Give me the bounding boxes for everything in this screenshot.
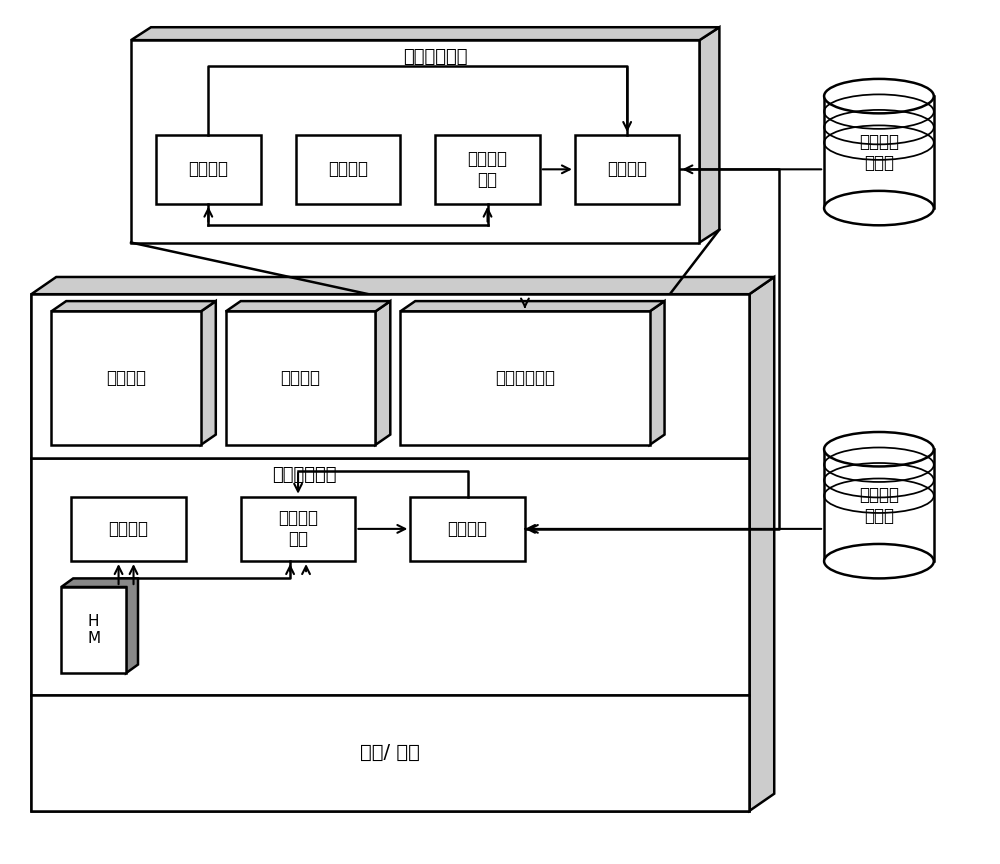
Polygon shape	[131, 28, 719, 40]
Polygon shape	[226, 301, 390, 311]
FancyBboxPatch shape	[435, 135, 540, 204]
FancyBboxPatch shape	[296, 135, 400, 204]
Text: 重构执行: 重构执行	[607, 161, 647, 178]
FancyBboxPatch shape	[31, 695, 749, 811]
FancyBboxPatch shape	[31, 458, 749, 695]
FancyBboxPatch shape	[31, 295, 749, 458]
FancyBboxPatch shape	[131, 40, 699, 243]
FancyBboxPatch shape	[400, 311, 650, 445]
Polygon shape	[400, 301, 665, 311]
FancyBboxPatch shape	[410, 497, 525, 562]
Ellipse shape	[824, 79, 934, 113]
Polygon shape	[201, 301, 216, 445]
Polygon shape	[650, 301, 665, 445]
Text: 重构策略
配置库: 重构策略 配置库	[859, 133, 899, 171]
Polygon shape	[749, 277, 774, 811]
Text: 故障检测: 故障检测	[188, 161, 228, 178]
Text: 重构数据
处理: 重构数据 处理	[468, 150, 508, 188]
Polygon shape	[51, 301, 216, 311]
Text: 系统重构管理: 系统重构管理	[403, 48, 467, 67]
Text: 应用分区: 应用分区	[281, 369, 321, 387]
Polygon shape	[699, 28, 719, 243]
FancyBboxPatch shape	[226, 311, 375, 445]
Polygon shape	[824, 96, 934, 208]
Ellipse shape	[824, 432, 934, 467]
FancyBboxPatch shape	[71, 497, 186, 562]
Text: H
M: H M	[87, 614, 100, 646]
Text: 故障检测: 故障检测	[109, 520, 149, 538]
FancyBboxPatch shape	[61, 587, 126, 673]
FancyBboxPatch shape	[31, 295, 749, 811]
Text: 重构数据
处理: 重构数据 处理	[278, 510, 318, 549]
Text: 模块/ 硬件: 模块/ 硬件	[360, 743, 420, 762]
Polygon shape	[61, 578, 138, 673]
FancyBboxPatch shape	[575, 135, 679, 204]
FancyBboxPatch shape	[241, 497, 355, 562]
Text: 系统重构管理: 系统重构管理	[495, 369, 555, 387]
FancyBboxPatch shape	[156, 135, 261, 204]
Polygon shape	[375, 301, 390, 445]
Text: 模块重构管理: 模块重构管理	[272, 466, 336, 484]
Ellipse shape	[824, 544, 934, 578]
FancyBboxPatch shape	[51, 311, 201, 445]
Text: 重构策略
配置库: 重构策略 配置库	[859, 486, 899, 524]
Polygon shape	[824, 449, 934, 562]
Text: 重构执行: 重构执行	[448, 520, 488, 538]
Ellipse shape	[824, 191, 934, 226]
Text: 系统同步: 系统同步	[328, 161, 368, 178]
Polygon shape	[31, 277, 774, 295]
Text: 应用分区: 应用分区	[106, 369, 146, 387]
